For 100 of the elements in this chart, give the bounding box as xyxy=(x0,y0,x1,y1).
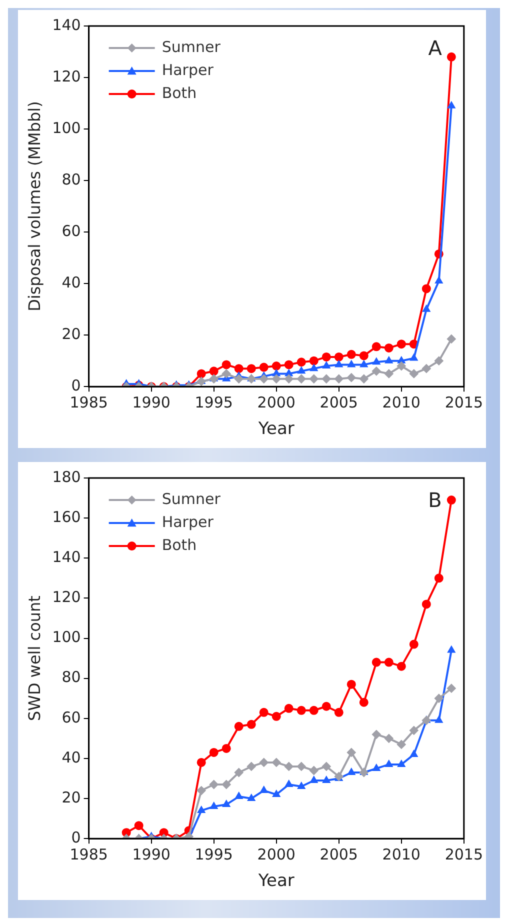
point xyxy=(346,373,356,382)
point xyxy=(372,730,381,739)
point xyxy=(409,640,418,649)
point xyxy=(222,360,231,370)
point xyxy=(409,369,418,378)
point xyxy=(410,354,418,361)
point xyxy=(246,720,256,729)
point xyxy=(359,374,368,384)
point xyxy=(309,356,318,366)
y-tick-label: 80 xyxy=(62,668,81,686)
point xyxy=(284,360,294,370)
point xyxy=(434,356,444,366)
point xyxy=(209,748,218,757)
annotation: B xyxy=(428,488,442,512)
point xyxy=(272,374,281,384)
x-tick-label: 2015 xyxy=(444,393,484,412)
point xyxy=(196,786,206,796)
y-tick-label: 120 xyxy=(52,67,81,86)
point xyxy=(296,762,306,771)
point xyxy=(434,276,443,284)
point xyxy=(284,762,294,771)
y-tick-label: 140 xyxy=(52,16,81,34)
point xyxy=(422,364,431,374)
point xyxy=(272,361,281,370)
point xyxy=(234,792,243,800)
y-tick-label: 20 xyxy=(62,324,81,343)
point xyxy=(372,358,380,365)
y-axis-title: SWD well count xyxy=(24,596,44,722)
x-tick-label: 2015 xyxy=(444,845,484,864)
legend-label: Sumner xyxy=(162,38,222,56)
point xyxy=(422,284,431,294)
point xyxy=(309,706,318,715)
point xyxy=(296,706,306,715)
point xyxy=(396,340,406,349)
point xyxy=(272,712,281,721)
y-tick-label: 160 xyxy=(52,508,81,526)
y-tick-label: 60 xyxy=(62,222,81,240)
point xyxy=(322,361,330,368)
point xyxy=(346,350,356,359)
point xyxy=(359,698,368,707)
y-tick-label: 100 xyxy=(52,118,81,137)
point xyxy=(346,748,356,757)
point xyxy=(322,776,330,784)
point xyxy=(359,351,368,360)
point xyxy=(396,361,406,370)
legend-label: Harper xyxy=(162,512,214,531)
point xyxy=(397,760,406,767)
point xyxy=(372,764,380,771)
point xyxy=(259,758,268,767)
y-tick-label: 100 xyxy=(52,628,81,646)
annotation: A xyxy=(428,36,442,60)
x-tick-label: 1990 xyxy=(132,393,170,412)
point xyxy=(334,352,344,362)
y-tick-label: 0 xyxy=(71,376,81,394)
point xyxy=(384,760,393,767)
point xyxy=(334,374,344,384)
point xyxy=(446,52,456,62)
point xyxy=(322,352,331,362)
point xyxy=(360,360,368,368)
x-tick-label: 2010 xyxy=(382,845,420,864)
point xyxy=(234,722,244,731)
point xyxy=(446,496,456,505)
point xyxy=(434,574,444,583)
point xyxy=(247,794,256,802)
x-tick-label: 2000 xyxy=(257,393,296,412)
point xyxy=(322,374,331,384)
y-tick-label: 60 xyxy=(62,708,81,726)
point xyxy=(384,343,394,352)
point xyxy=(309,374,318,384)
point xyxy=(372,342,381,352)
point xyxy=(396,662,406,671)
legend-label: Sumner xyxy=(162,490,222,508)
point xyxy=(210,802,218,810)
y-axis-title: Disposal volumes (MMbbl) xyxy=(24,101,44,312)
point xyxy=(422,304,430,312)
point xyxy=(246,762,256,771)
point xyxy=(396,740,406,749)
point xyxy=(446,684,456,693)
point xyxy=(410,750,418,757)
point xyxy=(196,369,206,378)
point xyxy=(384,734,394,743)
point xyxy=(297,782,306,790)
point xyxy=(284,704,294,713)
point xyxy=(372,366,381,376)
point xyxy=(209,366,218,376)
point xyxy=(209,780,218,790)
point xyxy=(234,768,244,777)
x-axis-title: Year xyxy=(257,871,294,892)
point xyxy=(346,680,356,689)
point xyxy=(259,374,268,384)
point xyxy=(447,101,456,108)
y-tick-label: 140 xyxy=(52,548,81,566)
legend-label: Both xyxy=(162,536,197,554)
x-axis-title: Year xyxy=(257,419,294,440)
y-tick-label: 80 xyxy=(62,170,81,188)
point xyxy=(234,364,244,374)
point xyxy=(372,658,381,667)
point xyxy=(384,658,394,667)
point xyxy=(259,708,268,717)
point xyxy=(196,758,206,767)
